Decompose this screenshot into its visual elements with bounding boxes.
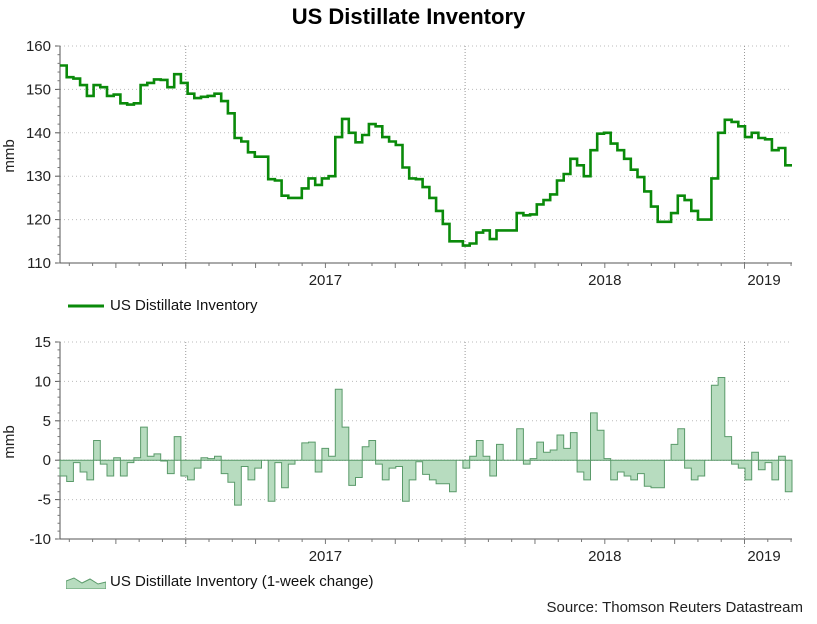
x-year-label: 2018 bbox=[588, 548, 621, 565]
legend-label-inventory: US Distillate Inventory bbox=[110, 297, 258, 314]
y-tick-label: 140 bbox=[26, 125, 51, 142]
legend-area-swatch bbox=[66, 576, 106, 589]
x-year-label: 2018 bbox=[588, 272, 621, 289]
x-year-label: 2017 bbox=[309, 272, 342, 289]
inventory-panel: 110 120 130 140 150 160 2017 2018 2019 mmb bbox=[1, 38, 792, 289]
bottom-legend: US Distillate Inventory (1-week change) bbox=[66, 573, 373, 590]
y-tick-label: 10 bbox=[34, 373, 51, 390]
top-legend: US Distillate Inventory bbox=[68, 297, 258, 314]
legend-line-swatch bbox=[68, 304, 104, 307]
y-tick-label: 130 bbox=[26, 168, 51, 185]
inventory-series-line bbox=[60, 64, 792, 247]
weekly-change-area bbox=[59, 377, 793, 506]
y-tick-label: 0 bbox=[43, 452, 51, 469]
y-tick-label: 150 bbox=[26, 81, 51, 98]
y-tick-label: 120 bbox=[26, 212, 51, 229]
y-tick-label: 110 bbox=[27, 255, 51, 272]
y-tick-label: -5 bbox=[38, 492, 51, 509]
bottom-y-axis-label: mmb bbox=[1, 425, 18, 458]
y-tick-label: -10 bbox=[29, 531, 51, 548]
y-tick-label: 15 bbox=[34, 334, 51, 351]
x-year-label: 2019 bbox=[747, 272, 780, 289]
legend-label-weekly-change: US Distillate Inventory (1-week change) bbox=[110, 573, 374, 590]
x-year-label: 2017 bbox=[309, 548, 342, 565]
chart-title: US Distillate Inventory bbox=[291, 4, 526, 29]
source-note: Source: Thomson Reuters Datastream bbox=[546, 599, 803, 616]
x-year-label: 2019 bbox=[747, 548, 780, 565]
y-tick-label: 5 bbox=[43, 413, 51, 430]
weekly-change-panel: -10 -5 0 5 10 15 2017 2018 2019 mmb bbox=[1, 334, 793, 565]
top-y-axis-label: mmb bbox=[1, 139, 18, 172]
y-tick-label: 160 bbox=[26, 38, 51, 55]
